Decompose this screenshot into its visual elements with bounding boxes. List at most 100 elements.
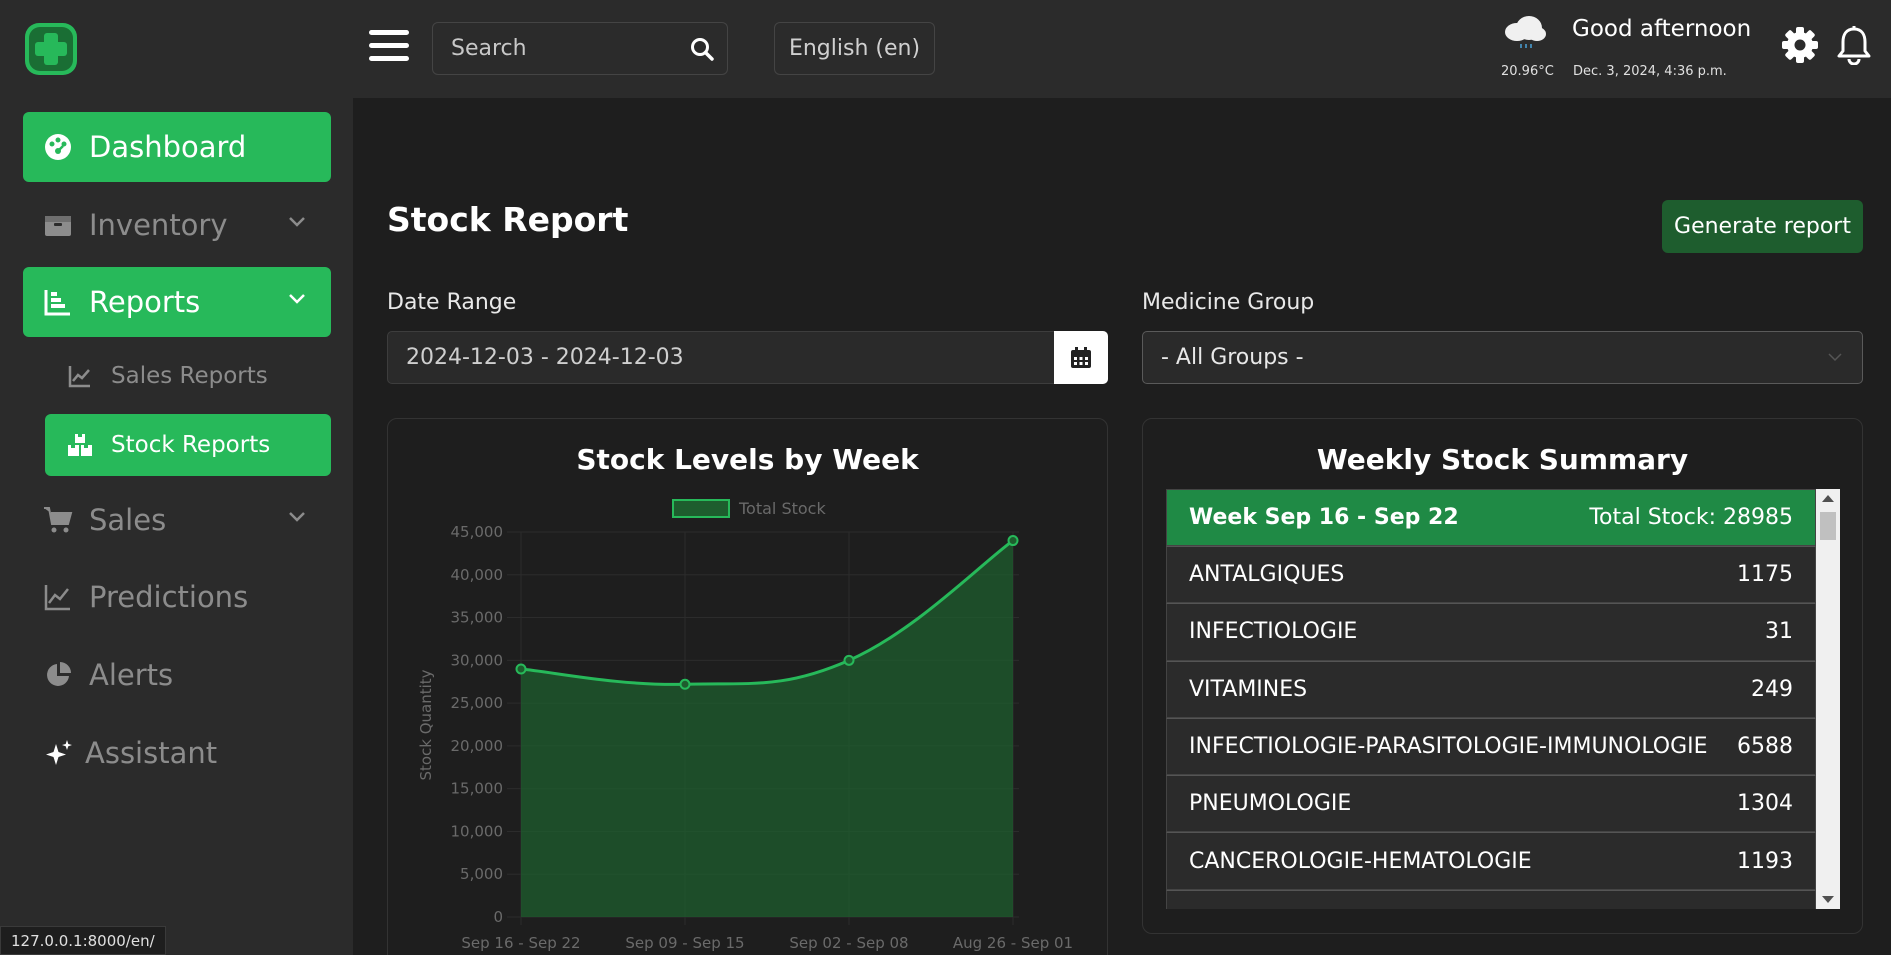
sidebar-item-label: Stock Reports [111,432,271,458]
search-box[interactable] [432,22,728,75]
date-range-value: 2024-12-03 - 2024-12-03 [406,345,684,370]
palette-gauge-icon [43,132,73,162]
y-tick-label: 35,000 [451,609,504,627]
stock-levels-chart: Total Stock 45,000 40,000 35,000 30,000 25,00… [417,499,1073,952]
temperature-text: 20.96°C [1501,64,1554,79]
scroll-thumb[interactable] [1820,512,1836,540]
box-icon [43,210,73,240]
week-label: Week Sep 16 - Sep 22 [1189,505,1459,530]
sidebar-item-label: Predictions [89,580,249,614]
y-tick-label: 15,000 [451,780,504,798]
menu-toggle-icon[interactable] [369,30,409,62]
cart-icon [43,505,73,535]
medicine-group-value: - All Groups - [1161,345,1304,370]
date-range-input[interactable]: 2024-12-03 - 2024-12-03 [387,331,1108,384]
search-icon[interactable] [689,36,715,62]
chevron-down-icon [289,294,305,304]
series-area [521,540,1013,917]
sparkle-icon [45,738,75,768]
row-value: 1175 [1737,562,1793,588]
row-name: VITAMINES [1189,676,1308,702]
bell-icon[interactable] [1836,25,1872,65]
row-name: ANTALGIQUES [1189,562,1345,588]
data-point [1007,535,1019,547]
sidebar: Dashboard Inventory Reports Sales Report… [0,0,353,955]
table-row [1166,889,1816,909]
data-point [515,663,527,675]
sidebar-item-dashboard[interactable]: Dashboard [23,112,331,182]
cloud-rain-icon [1505,16,1546,48]
gear-icon[interactable] [1781,26,1819,64]
sidebar-item-label: Alerts [89,658,174,692]
status-url: 127.0.0.1:8000/en/ [0,926,166,955]
row-value: 249 [1751,676,1793,702]
row-value: 31 [1765,619,1793,645]
legend-label: Total Stock [738,499,826,518]
series-line [520,539,1014,686]
page-title: Stock Report [387,200,629,239]
boxes-icon [67,432,93,458]
line-chart-icon [67,363,93,389]
sidebar-item-label: Sales [89,503,167,537]
y-axis-label: Stock Quantity [417,669,435,780]
sidebar-item-label: Inventory [89,208,228,242]
x-tick-label: Sep 16 - Sep 22 [461,934,580,952]
row-value: 1193 [1737,848,1793,874]
y-tick-label: 40,000 [451,566,504,584]
sidebar-item-label: Dashboard [89,130,247,164]
bar-chart-icon [43,287,73,317]
sidebar-item-stock-reports[interactable]: Stock Reports [45,414,331,476]
row-name: PNEUMOLOGIE [1189,791,1352,817]
y-tick-label: 45,000 [451,523,504,541]
table-row: INFECTIOLOGIE-PARASITOLOGIE-IMMUNOLOGIE 6… [1166,717,1816,776]
y-tick-label: 10,000 [451,822,504,840]
y-tick-label: 0 [493,908,503,926]
search-input[interactable] [451,36,681,61]
table-row: CANCEROLOGIE-HEMATOLOGIE 1193 [1166,832,1816,890]
table-row: ANTALGIQUES 1175 [1166,546,1816,604]
language-selector[interactable]: English (en) [774,22,935,75]
sidebar-item-label: Assistant [85,736,218,770]
x-tick-label: Sep 09 - Sep 15 [625,934,744,952]
generate-report-button[interactable]: Generate report [1662,200,1863,253]
chevron-down-icon [1828,353,1842,362]
trend-icon [43,582,73,612]
sidebar-item-alerts[interactable]: Alerts [23,640,331,710]
medicine-group-select[interactable]: - All Groups - [1142,331,1863,384]
top-header: English (en) 20.96°C Good afternoon Dec.… [353,0,1891,98]
sidebar-item-assistant[interactable]: Assistant [23,718,331,788]
data-point [843,654,855,666]
chart-title: Stock Levels by Week [576,443,919,476]
summary-scrollbar[interactable] [1816,489,1840,909]
sidebar-item-label: Reports [89,285,201,319]
medicine-group-label: Medicine Group [1142,290,1315,315]
chevron-down-icon [289,217,305,227]
row-value: 1304 [1737,791,1793,817]
legend-swatch [672,499,730,518]
summary-table: Week Sep 16 - Sep 22 Total Stock: 28985 … [1166,489,1816,909]
scroll-up-icon[interactable] [1822,495,1834,502]
sidebar-item-inventory[interactable]: Inventory [23,190,331,260]
date-range-label: Date Range [387,290,517,315]
y-tick-label: 30,000 [451,651,504,669]
row-name: INFECTIOLOGIE-PARASITOLOGIE-IMMUNOLOGIE [1189,734,1708,760]
sidebar-item-predictions[interactable]: Predictions [23,562,331,632]
sidebar-item-reports[interactable]: Reports [23,267,331,337]
scroll-down-icon[interactable] [1822,896,1834,903]
calendar-icon [1071,346,1091,368]
table-row: PNEUMOLOGIE 1304 [1166,775,1816,833]
y-tick-label: 25,000 [451,694,504,712]
calendar-button[interactable] [1054,331,1108,384]
app-logo[interactable] [25,23,77,75]
data-point [679,678,691,690]
table-row: INFECTIOLOGIE 31 [1166,603,1816,661]
sidebar-item-sales-reports[interactable]: Sales Reports [45,345,331,407]
sidebar-item-sales[interactable]: Sales [23,485,331,555]
summary-title: Weekly Stock Summary [1316,443,1689,476]
row-name: CANCEROLOGIE-HEMATOLOGIE [1189,848,1532,874]
chevron-down-icon [289,512,305,522]
table-row: VITAMINES 249 [1166,660,1816,718]
datetime-text: Dec. 3, 2024, 4:36 p.m. [1573,64,1727,79]
greeting-text: Good afternoon [1572,16,1752,42]
row-name: INFECTIOLOGIE [1189,619,1358,645]
